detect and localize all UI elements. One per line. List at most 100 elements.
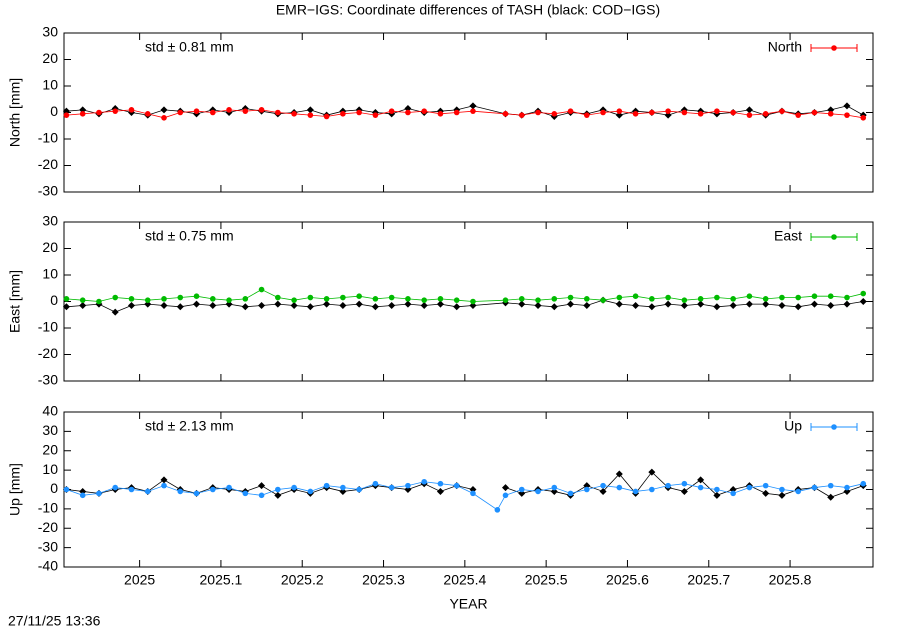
x-tick-label: 2025.5 xyxy=(525,572,568,588)
data-point xyxy=(160,476,168,484)
data-point xyxy=(112,484,119,491)
data-point xyxy=(827,482,834,489)
data-point xyxy=(697,300,705,308)
data-point xyxy=(713,491,721,499)
data-point xyxy=(665,294,671,301)
data-point xyxy=(665,482,671,489)
y-tick-label: -20 xyxy=(38,156,58,172)
y-tick-label: -40 xyxy=(38,558,58,574)
data-point xyxy=(714,108,720,114)
y-tick-label: -30 xyxy=(38,372,58,388)
data-point xyxy=(372,480,379,487)
data-point xyxy=(811,293,818,300)
y-tick-label: -30 xyxy=(38,538,58,554)
data-point xyxy=(307,488,314,495)
x-tick-label: 2025 xyxy=(124,572,155,588)
data-point xyxy=(226,484,232,491)
data-point xyxy=(453,303,461,311)
data-point xyxy=(567,300,575,308)
data-point xyxy=(600,297,606,303)
data-point xyxy=(616,294,623,301)
data-point xyxy=(811,109,818,116)
data-point xyxy=(584,112,590,118)
data-point xyxy=(274,300,282,308)
data-point xyxy=(551,296,558,302)
data-point xyxy=(372,112,379,118)
data-point xyxy=(502,111,509,117)
annotation: std ± 0.75 mm xyxy=(145,228,234,244)
data-point xyxy=(762,111,769,117)
data-point xyxy=(730,109,736,116)
data-point xyxy=(518,300,526,308)
panel: -30 -20 -10 0 10 20 30 North [mm] std ± 0.81 mm N… xyxy=(7,24,874,199)
data-point xyxy=(470,298,476,305)
data-point xyxy=(762,482,769,489)
data-point xyxy=(79,111,86,117)
data-point xyxy=(258,482,266,490)
data-point xyxy=(356,293,362,300)
data-point xyxy=(404,105,412,113)
y-tick-label: -20 xyxy=(38,345,58,361)
data-point xyxy=(388,484,395,491)
data-point xyxy=(746,112,753,118)
data-point xyxy=(779,294,785,301)
data-point xyxy=(827,293,834,300)
annotation: std ± 0.81 mm xyxy=(145,39,234,55)
data-point xyxy=(843,102,851,110)
data-point xyxy=(63,112,70,118)
data-point xyxy=(242,490,249,497)
data-point xyxy=(844,294,850,301)
data-point xyxy=(810,300,818,308)
data-point xyxy=(648,303,656,311)
data-point xyxy=(62,107,70,115)
data-point xyxy=(550,303,558,311)
data-point xyxy=(794,303,802,311)
data-point xyxy=(762,300,770,308)
x-tick-label: 2025.1 xyxy=(200,572,243,588)
data-point xyxy=(535,109,541,116)
legend-marker xyxy=(831,45,837,51)
data-point xyxy=(144,488,151,495)
data-point xyxy=(567,294,574,301)
data-point xyxy=(291,297,297,303)
data-point xyxy=(680,301,688,309)
data-point xyxy=(649,296,655,302)
x-axis-label: YEAR xyxy=(449,596,487,612)
data-point xyxy=(112,294,119,301)
data-point xyxy=(762,296,769,302)
data-point xyxy=(518,112,525,118)
data-point xyxy=(161,482,167,489)
data-point xyxy=(551,111,558,117)
data-point xyxy=(339,301,347,309)
data-point xyxy=(632,488,639,495)
y-tick-label: 40 xyxy=(42,403,58,419)
data-point xyxy=(209,109,216,116)
data-point xyxy=(421,108,427,114)
data-point xyxy=(860,290,867,297)
data-point xyxy=(681,109,688,116)
data-point xyxy=(860,480,867,487)
data-point xyxy=(193,293,200,300)
legend-label: North xyxy=(768,39,802,55)
data-point xyxy=(193,490,200,497)
data-point xyxy=(258,492,265,499)
data-point xyxy=(258,107,265,113)
data-point xyxy=(827,111,834,117)
y-axis-label: North [mm] xyxy=(7,78,23,147)
data-point xyxy=(258,286,265,293)
data-point xyxy=(405,109,411,116)
data-point xyxy=(112,108,119,114)
data-point xyxy=(176,303,184,311)
x-tick-label: 2025.4 xyxy=(443,572,486,588)
data-point xyxy=(307,112,314,118)
data-point xyxy=(632,111,639,117)
data-point xyxy=(745,106,753,114)
plot-frame xyxy=(63,32,874,193)
data-point xyxy=(128,107,135,113)
data-point xyxy=(291,484,297,491)
data-point xyxy=(225,300,233,308)
data-point xyxy=(242,296,249,302)
y-axis-label: Up [mm] xyxy=(7,463,23,516)
